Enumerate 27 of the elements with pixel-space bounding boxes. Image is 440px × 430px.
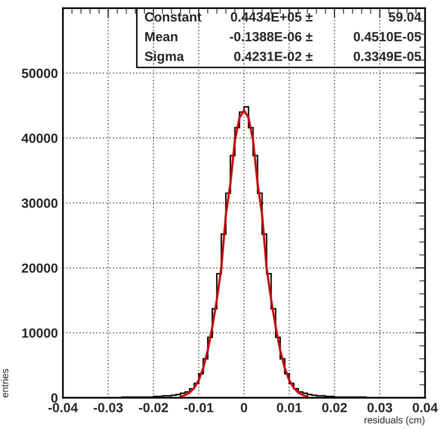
- annotation: Sigma: [144, 51, 184, 64]
- x-tick-label: -0.03: [94, 402, 123, 412]
- annotation: Mean: [145, 32, 178, 42]
- y-tick-label: 20000: [22, 263, 58, 273]
- annotation: 0.4434E+05 ±: [230, 12, 312, 22]
- y-tick-label: 30000: [22, 198, 58, 208]
- line-series: [180, 109, 308, 398]
- annotation: 59.04: [388, 12, 422, 22]
- y-tick-label: 50000: [22, 68, 58, 78]
- y-tick-label: 10000: [22, 328, 58, 338]
- x-tick-label: 0.02: [322, 402, 347, 412]
- x-tick-label: 0: [240, 402, 248, 412]
- annotation: 0.4510E-05: [354, 32, 422, 42]
- y-tick-label: 40000: [22, 134, 58, 143]
- x-tick-label: 0.04: [412, 402, 438, 412]
- y-tick-label: 0: [51, 393, 58, 403]
- x-tick-label: -0.02: [138, 402, 168, 412]
- x-axis-title: residuals (cm): [364, 416, 424, 426]
- x-tick-label: 0.01: [276, 402, 302, 412]
- annotation: 0.3349E-05: [354, 52, 422, 62]
- annotation: Constant: [144, 12, 202, 22]
- annotation: 0.4231E-02 ±: [234, 52, 312, 62]
- x-tick-label: 0.03: [367, 402, 392, 412]
- y-axis-title: entries: [1, 368, 8, 398]
- x-tick-label: -0.04: [48, 402, 78, 412]
- x-tick-label: -0.01: [184, 402, 214, 412]
- annotation: -0.1388E-06 ±: [230, 32, 312, 42]
